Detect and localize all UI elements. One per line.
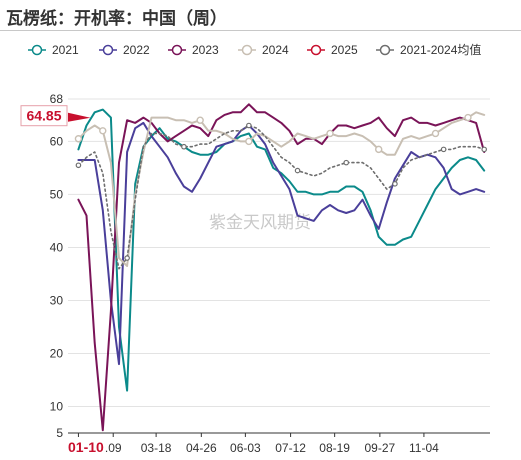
x-tick-label: 07-12 <box>275 441 306 455</box>
x-tick-label: 08-19 <box>319 441 350 455</box>
y-tick-label: 20 <box>50 346 64 360</box>
x-tick-label: 04-26 <box>186 441 217 455</box>
x-axis: 01-10.09 03-18 04-26 06-03 07-12 08-19 09-27 11… <box>68 432 490 455</box>
legend-item-2023: 2023 <box>168 43 219 57</box>
y-tick-label: 50 <box>50 187 64 201</box>
latest-value-marker <box>68 112 91 122</box>
series-point-average <box>181 143 187 150</box>
legend-swatch-marker <box>379 44 391 56</box>
legend-swatch-marker <box>31 44 43 56</box>
x-tick-label: 11-04 <box>409 441 439 455</box>
latest-value-box <box>20 105 68 127</box>
legend-label: 2023 <box>192 43 219 57</box>
series-line-2021-2024均值 <box>77 124 486 270</box>
y-tick-label: 68 <box>50 92 64 106</box>
latest-value-highlight: 64.85 <box>20 105 91 127</box>
series-point-average <box>75 162 82 169</box>
x-tick-label: 09-27 <box>365 441 396 455</box>
legend-swatch-marker <box>171 44 183 56</box>
series-point-average <box>343 159 350 166</box>
series-point-2024 <box>375 145 383 154</box>
title-divider <box>0 30 521 31</box>
series-line-2023 <box>77 103 486 432</box>
series-line-2022 <box>77 121 486 366</box>
y-tick-label: 30 <box>50 293 64 307</box>
latest-value-label: 64.85 <box>26 108 61 124</box>
legend-label: 2021-2024均值 <box>400 42 481 57</box>
chart-title: 瓦楞纸：开机率：中国（周） <box>6 9 227 29</box>
series-point-average <box>440 146 447 153</box>
series-point-2024 <box>245 137 253 146</box>
legend-label: 2024 <box>262 43 289 57</box>
legend-label: 2022 <box>123 43 150 57</box>
series-point-2024 <box>326 129 334 138</box>
series-point-average <box>392 181 398 187</box>
legend-swatch-marker <box>102 44 114 56</box>
legend-label: 2021 <box>52 43 79 57</box>
x-tick-label: 01-10 <box>68 439 104 455</box>
legend-item-2024: 2024 <box>238 43 289 57</box>
legend: 2021 2022 2023 2024 2025 2021-2024均值 <box>28 42 481 57</box>
x-tick-label: .09 <box>105 441 122 455</box>
series-lines <box>74 103 488 432</box>
y-tick-label: 10 <box>50 399 64 413</box>
series-point-average <box>246 122 252 129</box>
legend-item-2022: 2022 <box>99 43 150 57</box>
legend-item-2021: 2021 <box>28 43 79 57</box>
y-axis: 5 10 20 30 40 50 60 68 <box>50 92 64 440</box>
series-point-2024 <box>74 135 83 143</box>
x-tick-label: 03-18 <box>141 441 172 455</box>
y-tick-label: 60 <box>50 134 64 148</box>
series-point-2024 <box>464 113 472 122</box>
series-point-average <box>481 146 488 153</box>
series-point-2024 <box>99 127 107 135</box>
series-point-2024 <box>196 116 204 124</box>
legend-item-2021-2024均值: 2021-2024均值 <box>376 42 481 57</box>
series-point-average <box>124 255 130 261</box>
series-point-average <box>294 167 301 174</box>
legend-label: 2025 <box>331 43 358 57</box>
series-point-2024 <box>431 129 440 138</box>
y-tick-label: 40 <box>50 240 64 254</box>
y-tick-label: 5 <box>56 426 63 440</box>
watermark: 紫金天风期货 <box>209 213 311 233</box>
x-tick-label: 06-03 <box>230 441 261 455</box>
legend-swatch-marker <box>241 44 253 56</box>
series-line-2021 <box>77 108 486 392</box>
series-line-2024 <box>77 111 486 267</box>
legend-item-2025: 2025 <box>307 43 358 57</box>
legend-swatch-marker <box>310 44 322 56</box>
